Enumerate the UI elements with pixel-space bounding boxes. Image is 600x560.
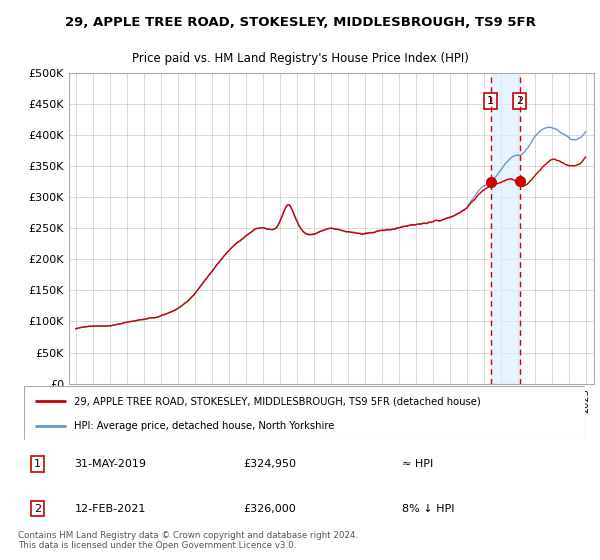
Text: £324,950: £324,950 [244,459,296,469]
Text: ≈ HPI: ≈ HPI [401,459,433,469]
Text: 29, APPLE TREE ROAD, STOKESLEY, MIDDLESBROUGH, TS9 5FR (detached house): 29, APPLE TREE ROAD, STOKESLEY, MIDDLESB… [74,396,481,407]
FancyBboxPatch shape [24,386,585,440]
Text: 8% ↓ HPI: 8% ↓ HPI [401,503,454,514]
Text: 2: 2 [516,96,523,106]
Text: HPI: Average price, detached house, North Yorkshire: HPI: Average price, detached house, Nort… [74,421,335,431]
Text: 12-FEB-2021: 12-FEB-2021 [74,503,146,514]
Text: 29, APPLE TREE ROAD, STOKESLEY, MIDDLESBROUGH, TS9 5FR: 29, APPLE TREE ROAD, STOKESLEY, MIDDLESB… [65,16,535,29]
Text: 1: 1 [487,96,494,106]
Text: 2: 2 [34,503,41,514]
Text: 1: 1 [34,459,41,469]
Text: Price paid vs. HM Land Registry's House Price Index (HPI): Price paid vs. HM Land Registry's House … [131,53,469,66]
Bar [491,73,520,384]
Text: 31-MAY-2019: 31-MAY-2019 [74,459,146,469]
Text: Contains HM Land Registry data © Crown copyright and database right 2024.
This d: Contains HM Land Registry data © Crown c… [18,531,358,550]
Text: £326,000: £326,000 [244,503,296,514]
